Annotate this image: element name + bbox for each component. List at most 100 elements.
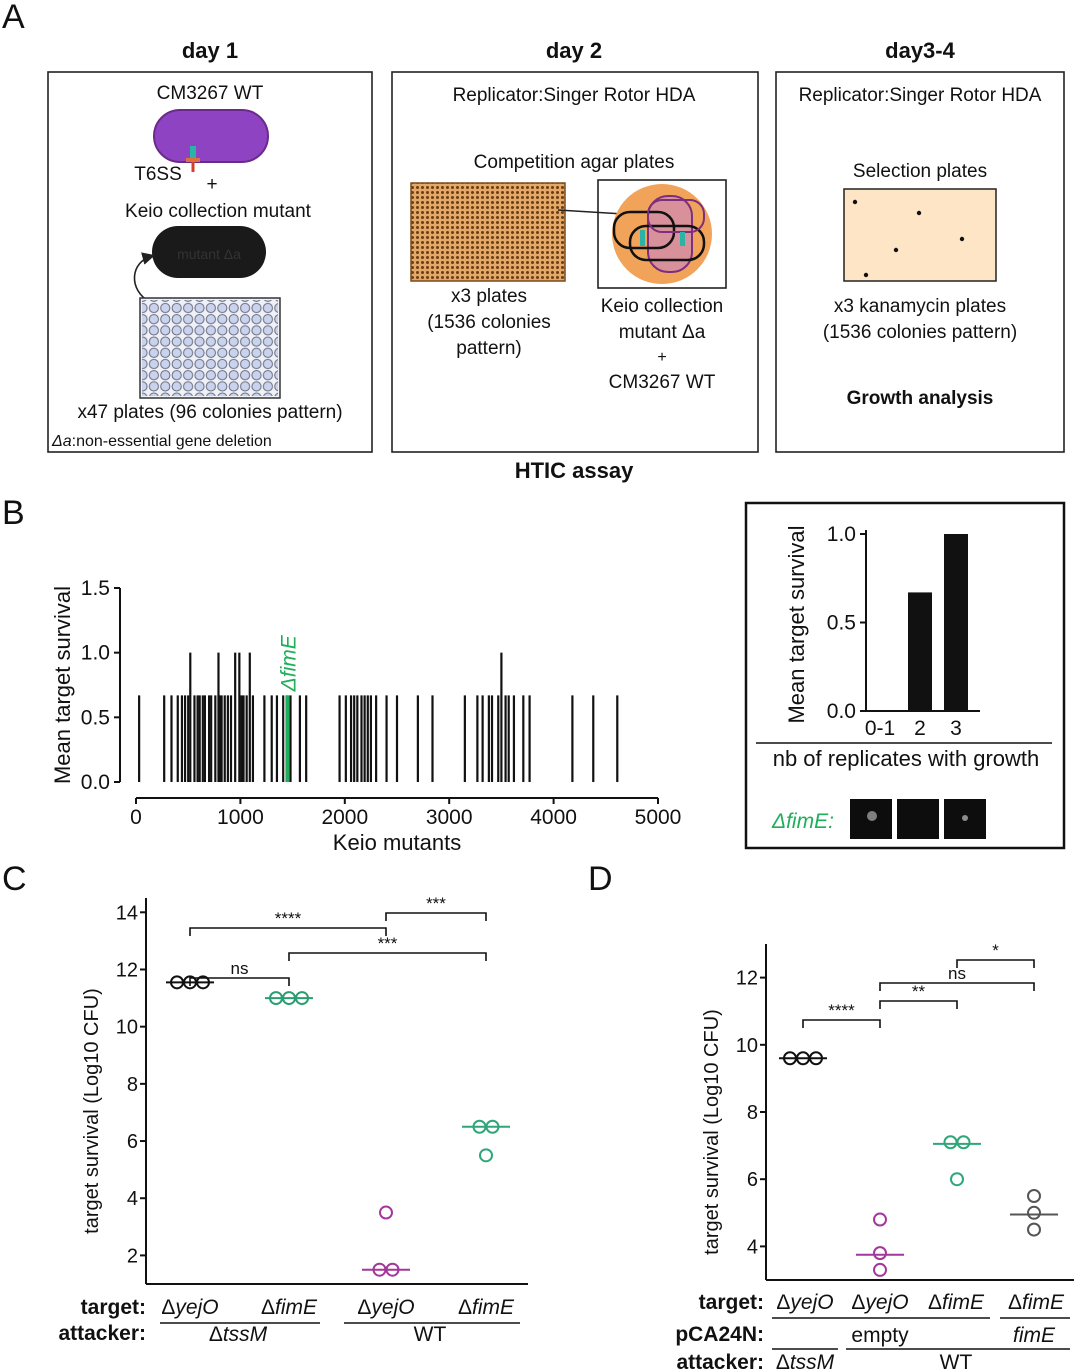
data-point	[196, 975, 210, 990]
growth-analysis-label: Growth analysis	[847, 388, 994, 409]
keio-mutant-label: Keio collection mutant	[125, 201, 312, 222]
plate-1536-grid	[410, 182, 566, 282]
significance-bracket	[956, 959, 1035, 968]
data-point	[943, 1135, 958, 1150]
attacker-strain-label: CM3267 WT	[157, 83, 264, 104]
data-point	[1027, 1222, 1041, 1237]
day2-box	[391, 71, 759, 453]
target-label: ΔfimE	[458, 1296, 515, 1319]
surviving-colonies-dots	[852, 199, 965, 278]
delta-symbol: Δ	[261, 1296, 275, 1319]
gene-name: tssM	[790, 1351, 835, 1372]
plus-sign-day1: +	[206, 174, 217, 195]
significance-bracket	[189, 977, 290, 986]
data-point	[282, 991, 296, 1006]
gene-name: fimE	[472, 1296, 515, 1319]
day1-box	[47, 71, 373, 453]
x-tick-label: 2000	[321, 806, 368, 829]
inset-bar	[944, 534, 968, 711]
inset-x-tick-label: 2	[914, 717, 926, 740]
attacker-cell-shape	[153, 109, 269, 163]
data-point	[950, 1172, 964, 1187]
significance-bracket	[879, 982, 1035, 991]
panel-label-d: D	[588, 860, 613, 898]
x-tick-label: 4000	[530, 806, 577, 829]
panel-label-a: A	[2, 0, 25, 36]
delta-symbol: Δ	[209, 1323, 223, 1346]
plus-sign-day2: +	[657, 349, 666, 366]
significance-label: *	[992, 941, 999, 960]
plates-x3-line1: x3 plates	[451, 286, 527, 307]
significance-label: ns	[231, 959, 249, 978]
t6ss-machine-icon	[186, 146, 200, 172]
data-point	[796, 1051, 810, 1066]
delta-symbol: Δ	[776, 1291, 790, 1314]
footnote: Δa:non-essential gene deletion	[51, 433, 272, 450]
plate-96-wells	[142, 300, 278, 396]
plates-x3-line2: (1536 colonies	[427, 312, 551, 333]
target-label: ΔyejO	[161, 1296, 218, 1319]
significance-label: **	[912, 982, 926, 1001]
plasmid-label-empty: empty	[851, 1324, 909, 1347]
target-label: ΔyejO	[776, 1291, 833, 1314]
data-point	[873, 1212, 887, 1227]
data-point	[472, 1119, 487, 1134]
inset-y-tick-label: 0.5	[827, 612, 856, 635]
gene-name: yejO	[173, 1296, 218, 1319]
delta-symbol: Δ	[1008, 1291, 1022, 1314]
x-tick-label: 5000	[635, 806, 682, 829]
gene-name: fimE	[942, 1291, 985, 1314]
selection-plate	[843, 188, 997, 282]
inset-x-axis-title: nb of replicates with growth	[773, 746, 1040, 771]
delta-symbol: Δ	[851, 1291, 865, 1314]
plasmid-row-label: pCA24N:	[675, 1323, 764, 1346]
data-point	[295, 991, 309, 1006]
data-point	[873, 1246, 887, 1261]
y-tick-label: 8	[747, 1102, 758, 1124]
cells-mixture-icon	[612, 195, 706, 273]
fime-annotation: ΔfimE	[277, 634, 300, 692]
y-axis-title: Mean target survival	[50, 586, 75, 784]
footnote-symbol: Δa	[51, 433, 72, 450]
target-row-label: target:	[81, 1296, 146, 1319]
target-label: ΔfimE	[261, 1296, 318, 1319]
data-point	[783, 1051, 797, 1066]
x-tick-label: 0	[130, 806, 142, 829]
target-row-label: target:	[699, 1291, 764, 1314]
t6ss-label: T6SS	[134, 164, 182, 185]
delta-symbol: Δ	[357, 1296, 371, 1319]
arrow-plate-to-mutant	[133, 252, 156, 303]
selection-plates-label: Selection plates	[853, 161, 987, 182]
wt-strain-label: CM3267 WT	[609, 372, 716, 393]
plasmid-label-fime: fimE	[1013, 1324, 1056, 1347]
plates-x3-line3: pattern)	[456, 338, 521, 359]
colony-spot-3	[962, 815, 968, 821]
inset-y-tick-label: 1.0	[827, 523, 856, 546]
y-tick-label: 6	[747, 1169, 758, 1191]
y-tick-label: 14	[116, 902, 138, 924]
significance-bracket	[288, 952, 487, 961]
replicator-label-day2: Replicator:Singer Rotor HDA	[453, 85, 696, 106]
delta-symbol: Δ	[161, 1296, 175, 1319]
target-label: ΔfimE	[928, 1291, 985, 1314]
attacker-label-tssm: ΔtssM	[776, 1351, 835, 1372]
significance-bracket	[189, 927, 387, 936]
significance-label: ns	[948, 964, 966, 983]
attacker-row-label: attacker:	[58, 1322, 146, 1345]
day2-heading: day 2	[546, 38, 602, 63]
panel-c-scatter: 2 4 6 8 10 12 14 target survival (Log10 CFU) ***…	[58, 894, 528, 1346]
y-tick-label: 4	[747, 1236, 758, 1258]
plates-96-label: x47 plates (96 colonies pattern)	[77, 402, 342, 423]
significance-bracket	[385, 912, 487, 921]
y-tick-label: 0.0	[81, 771, 110, 794]
day3-heading: day3-4	[885, 38, 955, 63]
replicator-label-day3: Replicator:Singer Rotor HDA	[799, 85, 1042, 106]
delta-symbol: Δ	[776, 1351, 790, 1372]
attacker-label-tssm: ΔtssM	[209, 1323, 268, 1346]
x-axis-title: Keio mutants	[333, 830, 461, 855]
gene-name: fimE	[1022, 1291, 1065, 1314]
data-point	[269, 991, 283, 1006]
data-point	[385, 1262, 400, 1277]
y-tick-label: 10	[736, 1035, 758, 1057]
